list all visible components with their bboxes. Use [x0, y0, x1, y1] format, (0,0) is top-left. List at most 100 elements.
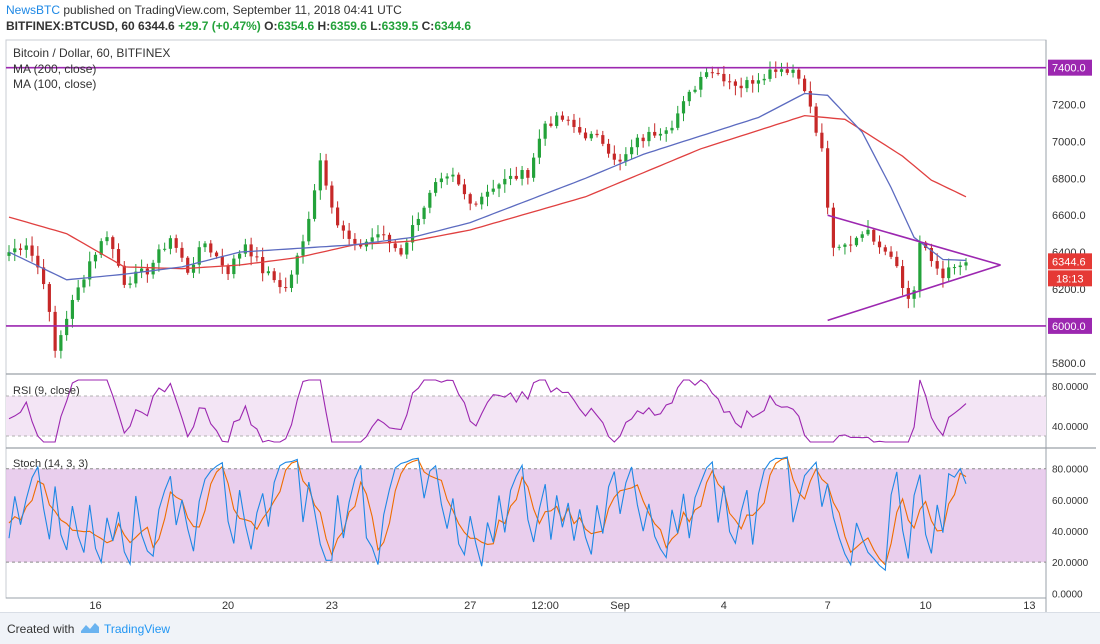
candle-body: [958, 265, 962, 268]
candle-body: [883, 247, 887, 252]
stoch-title: Stoch (14, 3, 3): [13, 458, 88, 470]
candle-body: [572, 119, 576, 128]
stoch-pane[interactable]: 80.0000 60.0000 40.0000 20.0000 0.0000: [6, 456, 1089, 600]
candle-body: [243, 244, 247, 254]
candle-body: [491, 188, 495, 192]
candle-body: [762, 78, 766, 81]
close-value: 6344.6: [434, 19, 472, 33]
candle-body: [722, 73, 726, 82]
candle-body: [82, 279, 86, 288]
candle-body: [658, 133, 663, 136]
candle-body: [399, 248, 403, 255]
candle-body: [693, 89, 697, 92]
candle-body: [768, 69, 772, 79]
candle-body: [866, 229, 870, 235]
open-label: O:: [264, 19, 278, 33]
candle-body: [849, 244, 853, 246]
candle-body: [756, 80, 761, 84]
candle-body: [359, 243, 363, 247]
symbol-label[interactable]: BITFINEX:BTCUSD, 60: [6, 19, 135, 33]
candle-body: [220, 256, 224, 266]
price-tick-label: 6800.0: [1052, 173, 1086, 185]
rsi-title: RSI (9, close): [13, 385, 80, 397]
candle-body: [468, 194, 472, 204]
candle-body: [485, 191, 490, 197]
stoch-tick-label: 0.0000: [1052, 589, 1083, 600]
candle-body: [347, 230, 351, 239]
candle-body: [503, 178, 507, 185]
candle-body: [53, 311, 57, 351]
level-tag: [1048, 59, 1092, 76]
candle-body: [289, 274, 294, 288]
pane-labels: Bitcoin / Dollar, 60, BITFINEX MA (200, …: [13, 46, 170, 470]
candle-body: [99, 241, 103, 255]
chart-header: NewsBTC published on TradingView.com, Se…: [0, 0, 1100, 36]
candle-body: [681, 101, 686, 114]
candle-body: [687, 91, 691, 102]
candle-body: [802, 78, 807, 92]
candle-body: [272, 271, 276, 281]
candle-body: [341, 225, 345, 231]
candle-body: [924, 242, 928, 248]
axes: 7400.07200.07000.06800.06600.06400.06200…: [89, 59, 1092, 612]
candle-body: [214, 252, 219, 257]
time-tick-label: Sep: [610, 600, 630, 612]
close-label: C:: [421, 19, 435, 33]
rsi-tick-label: 40.0000: [1052, 422, 1089, 433]
candle-body: [964, 262, 968, 266]
triangle-upper-line[interactable]: [827, 214, 1001, 266]
candle-body: [203, 243, 207, 248]
candle-body: [895, 256, 899, 267]
candle-body: [774, 69, 778, 72]
candle-body: [65, 318, 69, 336]
candle-body: [929, 247, 934, 262]
tradingview-logo-icon: [81, 623, 99, 633]
candle-body: [88, 261, 92, 280]
time-tick-label: 20: [222, 600, 234, 612]
candle-body: [820, 132, 824, 149]
price-pane[interactable]: [6, 61, 1046, 359]
candle-body: [831, 207, 836, 248]
publisher-link[interactable]: NewsBTC: [6, 3, 61, 17]
candle-body: [589, 133, 593, 139]
candle-body: [255, 256, 259, 258]
candle-body: [566, 119, 570, 121]
rsi-pane[interactable]: 80.0000 40.0000: [6, 379, 1089, 443]
triangle-lower-line[interactable]: [827, 264, 1001, 322]
time-tick-label: 4: [721, 600, 727, 612]
candle-body: [537, 138, 541, 158]
stoch-d-line: [8, 457, 967, 566]
candle-body: [641, 137, 645, 142]
stoch-tick-label: 20.0000: [1052, 558, 1089, 569]
candle-body: [416, 218, 420, 226]
candle-body: [318, 160, 322, 191]
candle-body: [872, 229, 876, 242]
candle-body: [612, 153, 616, 160]
candle-body: [935, 261, 939, 269]
tradingview-brand[interactable]: TradingView: [104, 622, 171, 636]
rsi-line: [8, 379, 967, 443]
candle-body: [900, 266, 905, 288]
candle-body: [704, 72, 709, 77]
price-tick-label: 6600.0: [1052, 210, 1086, 222]
open-value: 6354.6: [277, 19, 315, 33]
candle-body: [70, 299, 75, 319]
candle-body: [606, 143, 611, 154]
candle-body: [226, 265, 230, 275]
candle-body: [520, 170, 524, 179]
candle-body: [105, 237, 109, 242]
candle-body: [854, 237, 859, 246]
candle-body: [889, 251, 893, 257]
candle-body: [139, 268, 144, 272]
candle-body: [191, 264, 196, 273]
ma100-line: [8, 92, 967, 281]
candle-body: [837, 246, 841, 248]
candle-body: [710, 72, 714, 74]
candle-body: [618, 159, 622, 162]
candle-body: [422, 207, 426, 219]
candle-body: [912, 290, 916, 299]
candle-body: [664, 130, 668, 134]
candle-body: [261, 257, 265, 274]
candle-body: [843, 244, 847, 247]
